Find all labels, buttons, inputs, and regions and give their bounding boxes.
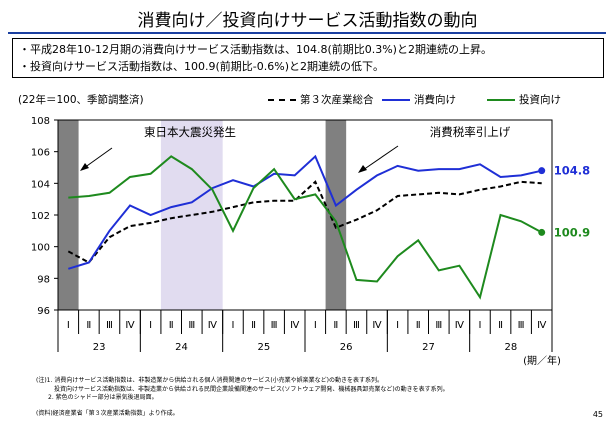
- year-label: 27: [422, 342, 435, 353]
- annotation-arrow-tax: [362, 145, 399, 171]
- quarter-label: Ⅲ: [435, 320, 442, 331]
- annotation-arrowhead-quake: [80, 163, 89, 171]
- footnote-line: 投資向けサービス活動指数は、非製造業から供給される民間企業設備関連のサービス(ソ…: [36, 385, 449, 393]
- y-tick-label: 102: [31, 211, 50, 222]
- quarter-label: Ⅰ: [67, 320, 70, 331]
- quarter-label: Ⅲ: [518, 320, 525, 331]
- end-point-consumer: [538, 167, 546, 175]
- series-line-investment: [68, 155, 543, 300]
- page-title: 消費向け／投資向けサービス活動指数の動向: [137, 11, 478, 31]
- event-shade: [325, 120, 347, 310]
- y-tick-label: 106: [31, 148, 50, 159]
- quarter-label: Ⅲ: [353, 320, 360, 331]
- event-shade: [58, 120, 79, 310]
- quarter-label: Ⅰ: [396, 320, 399, 331]
- plot-frame: [57, 119, 553, 311]
- footnote-line: 2. 紫色のシャドー部分は景気後退局面。: [36, 394, 158, 401]
- quarter-label: Ⅱ: [498, 320, 503, 331]
- summary-line-investment: ・投資向けサービス活動指数は、100.9(前期比-0.6%)と2期連続の低下。: [19, 60, 384, 73]
- end-label-consumer: 104.8: [554, 164, 590, 178]
- legend-label-tertiary: 第３次産業総合: [300, 94, 374, 106]
- quarter-label: Ⅱ: [333, 320, 338, 331]
- annotation-quake: 東日本大震災発生: [144, 125, 236, 139]
- y-tick-label: 96: [37, 306, 50, 317]
- legend-item-tertiary: 第３次産業総合: [268, 92, 374, 107]
- summary-box: ・平成28年10-12月期の消費向けサービス活動指数は、104.8(前期比0.3…: [12, 38, 604, 78]
- quarter-label: Ⅲ: [271, 320, 278, 331]
- annotation-arrow-quake: [83, 147, 113, 169]
- series-line-consumer: [68, 154, 542, 270]
- quarter-label: Ⅰ: [149, 320, 152, 331]
- quarter-label: Ⅱ: [169, 320, 174, 331]
- quarter-label: Ⅳ: [455, 320, 465, 331]
- y-tick-label: 98: [37, 274, 50, 285]
- annotation-arrowhead-tax: [358, 165, 367, 173]
- end-label-investment: 100.9: [554, 225, 590, 239]
- year-label: 25: [257, 342, 270, 353]
- year-label: 23: [93, 342, 106, 353]
- quarter-label: Ⅱ: [251, 320, 256, 331]
- year-label: 28: [504, 342, 517, 353]
- quarter-label: Ⅳ: [372, 320, 382, 331]
- y-tick-label: 104: [31, 179, 50, 190]
- quarter-label: Ⅳ: [208, 320, 218, 331]
- quarter-label: Ⅳ: [125, 320, 135, 331]
- series-line-tertiary: [67, 180, 542, 264]
- quarter-label: Ⅱ: [416, 320, 421, 331]
- x-axis-unit-label: (期／年): [523, 354, 561, 367]
- legend-swatch-tertiary: [268, 98, 296, 101]
- recession-shade: [160, 120, 223, 310]
- summary-line-consumer: ・平成28年10-12月期の消費向けサービス活動指数は、104.8(前期比0.3…: [19, 43, 492, 56]
- quarter-label: Ⅰ: [314, 320, 317, 331]
- quarter-label: Ⅲ: [188, 320, 195, 331]
- end-point-investment: [538, 228, 546, 236]
- legend-item-consumer: 消費向け: [382, 92, 456, 107]
- year-label: 24: [175, 342, 188, 353]
- quarter-label: Ⅰ: [231, 320, 234, 331]
- legend-label-consumer: 消費向け: [414, 94, 456, 106]
- quarter-label: Ⅳ: [537, 320, 547, 331]
- quarter-label: Ⅳ: [290, 320, 300, 331]
- footnotes: (注)1. 消費向けサービス活動指数は、非製造業から供給される個人消費関連のサー…: [36, 377, 449, 403]
- page-number: 45: [592, 410, 603, 419]
- title-underline: [8, 32, 606, 34]
- quarter-label: Ⅲ: [106, 320, 113, 331]
- legend-swatch-consumer: [382, 98, 410, 101]
- units-label: (22年＝100、季節調整済): [18, 94, 144, 106]
- quarter-label: Ⅱ: [86, 320, 91, 331]
- y-tick-label: 100: [31, 243, 50, 254]
- annotation-tax: 消費税率引上げ: [430, 125, 511, 139]
- legend-item-investment: 投資向け: [487, 92, 561, 107]
- source-note: (資料)経済産業省「第３次産業活動指数」より作成。: [36, 410, 179, 417]
- footnote-line: (注)1. 消費向けサービス活動指数は、非製造業から供給される個人消費関連のサー…: [36, 377, 383, 384]
- quarter-label: Ⅰ: [478, 320, 481, 331]
- legend-label-investment: 投資向け: [519, 94, 561, 106]
- y-tick-label: 108: [31, 116, 50, 127]
- legend-swatch-investment: [487, 98, 515, 101]
- year-label: 26: [340, 342, 353, 353]
